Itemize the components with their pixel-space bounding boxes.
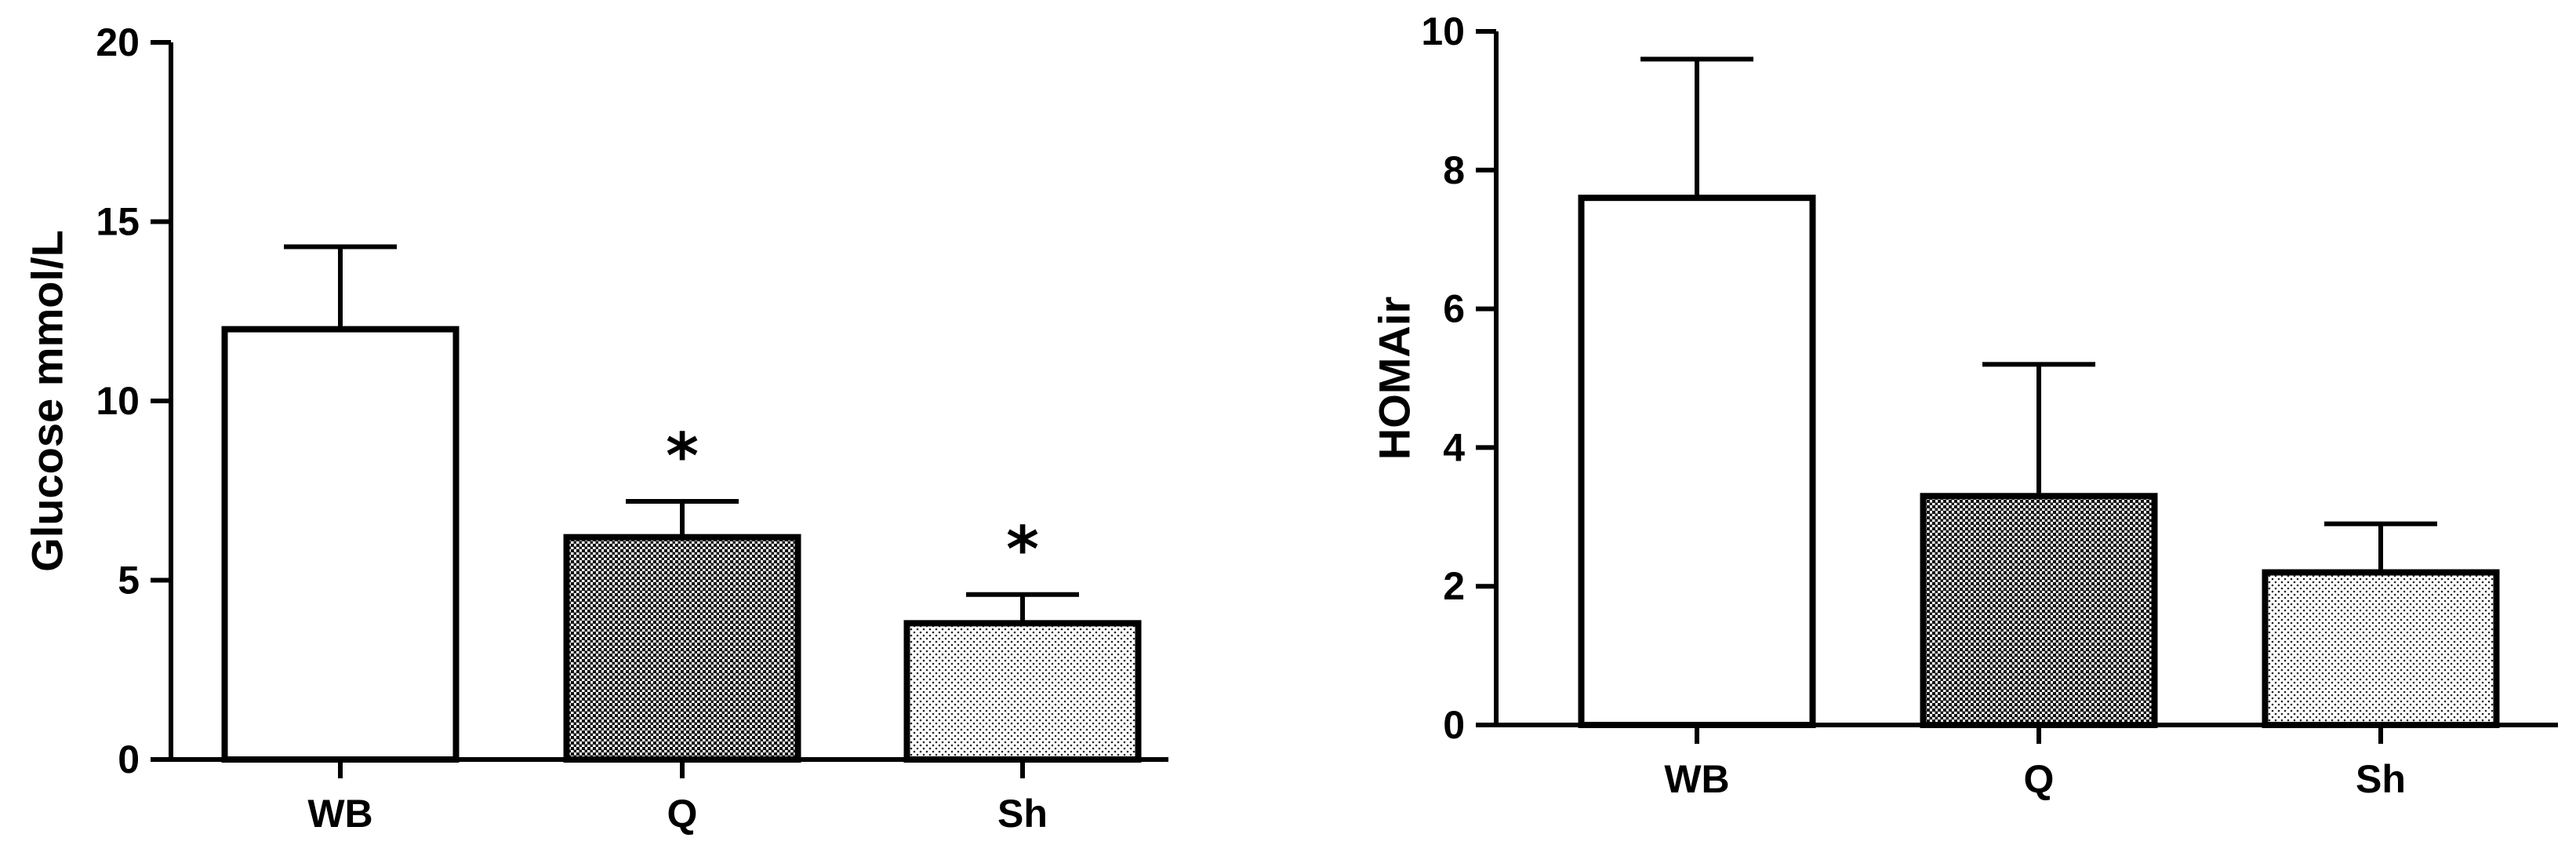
y-tick-label: 20 — [96, 20, 140, 64]
y-tick-label: 10 — [96, 379, 140, 423]
x-tick-label: Q — [2024, 757, 2055, 801]
y-tick-label: 0 — [118, 738, 140, 781]
x-tick-label: WB — [1664, 757, 1729, 801]
y-tick-label: 5 — [118, 559, 140, 603]
y-axis-title: Glucose mmol/L — [23, 230, 72, 572]
y-tick-label: 0 — [1443, 703, 1465, 747]
x-tick-label: Q — [667, 792, 698, 836]
x-tick-label: WB — [307, 792, 372, 836]
y-tick-label: 4 — [1443, 425, 1465, 469]
bar — [903, 620, 1142, 763]
bar — [563, 534, 801, 763]
y-tick-label: 2 — [1443, 564, 1465, 608]
y-tick-label: 6 — [1443, 287, 1465, 331]
bar — [1578, 195, 1816, 729]
bar — [1920, 493, 2158, 729]
glucose-chart: 0 5 10 15 20 Glucose mmol/L WB Q * Sh * — [23, 20, 1168, 836]
bar — [2262, 569, 2500, 729]
x-tick-label: Sh — [2356, 757, 2406, 801]
y-axis-title: HOMAir — [1370, 297, 1419, 460]
y-tick-label: 8 — [1443, 148, 1465, 192]
x-tick-label: Sh — [997, 792, 1048, 836]
y-tick-label: 15 — [96, 200, 140, 244]
y-tick-label: 10 — [1421, 9, 1465, 53]
significance-marker: * — [1006, 513, 1039, 586]
homair-chart: 0 2 4 6 8 10 HOMAir WB Q Sh — [1370, 9, 2558, 801]
bar — [221, 326, 460, 763]
significance-marker: * — [666, 420, 699, 493]
